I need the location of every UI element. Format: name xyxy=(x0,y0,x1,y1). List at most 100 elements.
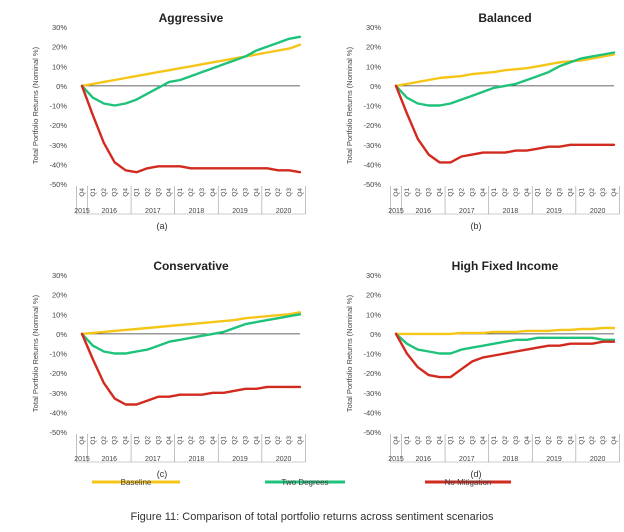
y-tick-label: -40% xyxy=(49,408,67,417)
x-tick-label: Q3 xyxy=(155,188,162,197)
x-tick-label: Q1 xyxy=(578,436,585,445)
y-axis-label: Total Portfolio Returns (Nominal %) xyxy=(31,46,40,164)
series-line-baseline xyxy=(80,43,302,88)
x-year-label: 2017 xyxy=(459,456,475,463)
x-tick-label: Q2 xyxy=(188,436,195,445)
x-year-label: 2016 xyxy=(415,208,431,215)
series-line-two-degrees xyxy=(80,35,302,107)
x-tick-label: Q2 xyxy=(101,188,108,197)
y-tick-label: 0% xyxy=(56,82,67,91)
x-year-label: 2020 xyxy=(590,456,606,463)
x-tick-label: Q4 xyxy=(79,436,86,445)
y-tick-label: 30% xyxy=(52,271,67,280)
x-tick-label: Q3 xyxy=(469,188,476,197)
y-tick-label: -20% xyxy=(49,121,67,130)
x-tick-label: Q3 xyxy=(155,436,162,445)
x-tick-label: Q2 xyxy=(589,436,596,445)
series-line-baseline xyxy=(394,326,616,336)
x-tick-label: Q4 xyxy=(480,436,487,445)
x-year-label: 2019 xyxy=(546,456,562,463)
chart-title: Conservative xyxy=(153,259,229,273)
x-tick-label: Q1 xyxy=(448,436,455,445)
y-tick-label: -40% xyxy=(49,160,67,169)
x-tick-label: Q3 xyxy=(199,436,206,445)
y-tick-label: -20% xyxy=(363,121,381,130)
y-tick-label: -30% xyxy=(49,389,67,398)
x-tick-label: Q2 xyxy=(415,188,422,197)
x-year-label: 2015 xyxy=(388,456,404,463)
chart-title: High Fixed Income xyxy=(452,259,559,273)
y-tick-label: 30% xyxy=(366,23,381,32)
panel-label: (a) xyxy=(157,221,168,231)
x-tick-label: Q3 xyxy=(513,436,520,445)
x-year-label: 2015 xyxy=(388,208,404,215)
y-tick-label: 20% xyxy=(366,43,381,52)
chart-panel: High Fixed Income 30% 20% 10% 0% -10% -20% -30%… xyxy=(345,259,620,479)
y-tick-label: 10% xyxy=(52,62,67,71)
x-tick-label: Q2 xyxy=(546,188,553,197)
x-tick-label: Q1 xyxy=(491,188,498,197)
x-tick-label: Q4 xyxy=(393,436,400,445)
panel-label: (d) xyxy=(471,469,482,479)
x-tick-label: Q1 xyxy=(177,436,184,445)
x-tick-label: Q2 xyxy=(144,188,151,197)
x-tick-label: Q2 xyxy=(232,436,239,445)
legend-label: No Mitigation xyxy=(445,478,492,487)
x-tick-label: Q1 xyxy=(448,188,455,197)
x-tick-label: Q1 xyxy=(404,436,411,445)
x-tick-label: Q4 xyxy=(524,436,531,445)
x-tick-label: Q4 xyxy=(524,188,531,197)
x-tick-label: Q3 xyxy=(513,188,520,197)
x-tick-label: Q3 xyxy=(112,188,119,197)
chart-panel: Aggressive 30% 20% 10% 0% -10% -20% -30% -40% -50… xyxy=(31,11,306,231)
x-tick-label: Q4 xyxy=(123,436,130,445)
series-line-two-degrees xyxy=(394,332,616,355)
x-tick-label: Q2 xyxy=(232,188,239,197)
y-tick-label: -50% xyxy=(363,180,381,189)
legend: Baseline Two Degrees No Mitigation xyxy=(92,478,511,487)
x-tick-label: Q3 xyxy=(557,436,564,445)
series-line-two-degrees xyxy=(394,51,616,107)
x-tick-label: Q4 xyxy=(437,436,444,445)
y-tick-label: -50% xyxy=(49,180,67,189)
y-tick-label: 0% xyxy=(370,82,381,91)
series-line-baseline xyxy=(80,311,302,336)
x-tick-label: Q2 xyxy=(458,436,465,445)
x-tick-label: Q4 xyxy=(123,188,130,197)
y-tick-label: 20% xyxy=(366,291,381,300)
y-tick-label: 20% xyxy=(52,43,67,52)
x-tick-label: Q2 xyxy=(546,436,553,445)
y-tick-label: 10% xyxy=(52,310,67,319)
y-tick-label: 20% xyxy=(52,291,67,300)
x-tick-label: Q1 xyxy=(535,436,542,445)
y-tick-label: -10% xyxy=(363,350,381,359)
y-tick-label: 0% xyxy=(56,330,67,339)
x-tick-label: Q1 xyxy=(90,436,97,445)
x-tick-label: Q3 xyxy=(112,436,119,445)
chart-title: Balanced xyxy=(478,11,531,25)
x-tick-label: Q3 xyxy=(199,188,206,197)
series-line-two-degrees xyxy=(80,313,302,355)
y-tick-label: -20% xyxy=(49,369,67,378)
series-line-no-mitigation xyxy=(80,84,302,174)
x-tick-label: Q1 xyxy=(404,188,411,197)
x-year-label: 2016 xyxy=(101,208,117,215)
x-year-label: 2018 xyxy=(189,456,205,463)
x-tick-label: Q3 xyxy=(286,436,293,445)
x-tick-label: Q2 xyxy=(502,436,509,445)
x-year-label: 2020 xyxy=(276,208,292,215)
legend-label: Two Degrees xyxy=(281,478,328,487)
panel-label: (c) xyxy=(157,469,168,479)
x-tick-label: Q4 xyxy=(210,188,217,197)
x-tick-label: Q4 xyxy=(297,188,304,197)
y-tick-label: -10% xyxy=(363,102,381,111)
x-year-label: 2018 xyxy=(503,208,519,215)
x-year-label: 2020 xyxy=(276,456,292,463)
x-tick-label: Q4 xyxy=(393,188,400,197)
series-line-no-mitigation xyxy=(394,332,616,379)
x-tick-label: Q4 xyxy=(567,436,574,445)
x-tick-label: Q1 xyxy=(264,188,271,197)
series-line-no-mitigation xyxy=(80,332,302,406)
x-year-label: 2017 xyxy=(459,208,475,215)
